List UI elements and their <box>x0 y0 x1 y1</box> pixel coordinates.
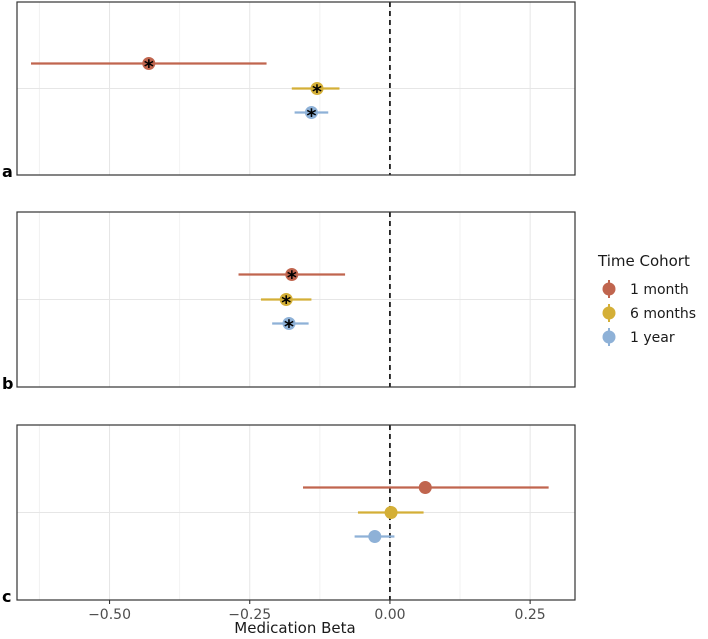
panel-c: c <box>2 424 576 606</box>
panel-border <box>16 424 576 601</box>
point-1-year <box>282 317 296 330</box>
panel-b: ***b <box>2 211 576 393</box>
panel-a: ***a <box>2 1 576 181</box>
significance-marker: * <box>312 81 322 103</box>
point-1-year <box>304 106 318 119</box>
point-1-year <box>368 530 382 543</box>
legend-item-1-month: 1 month <box>602 280 689 298</box>
panel-tag: b <box>2 374 13 393</box>
legend-item-1-year: 1 year <box>602 328 675 346</box>
legend-label: 6 months <box>630 306 696 322</box>
significance-marker: * <box>306 105 316 127</box>
panel-border <box>16 211 576 388</box>
significance-marker: * <box>281 292 291 314</box>
x-axis: −0.50 −0.25 0.00 0.25 <box>88 600 546 623</box>
x-tick-label: 0.25 <box>515 607 546 623</box>
panel-tag: c <box>2 587 11 606</box>
significance-marker: * <box>284 316 294 338</box>
point-1-month <box>285 268 299 281</box>
point-6-months <box>384 506 398 519</box>
legend-key-point <box>602 330 616 344</box>
legend: Time Cohort 1 month 6 months 1 year <box>597 252 696 346</box>
point-6-months <box>279 293 293 306</box>
legend-label: 1 month <box>630 282 689 298</box>
x-tick-label: 0.00 <box>374 607 405 623</box>
x-tick-label: −0.25 <box>228 607 271 623</box>
significance-marker: * <box>144 56 154 78</box>
point-1-month <box>142 57 156 70</box>
panel-border <box>16 1 576 176</box>
panel-tag: a <box>2 162 13 181</box>
point-6-months <box>310 82 324 95</box>
panels-group: ***a***bc <box>2 1 576 606</box>
point-1-month <box>418 481 432 494</box>
significance-marker: * <box>287 267 297 289</box>
legend-key-point <box>602 282 616 296</box>
legend-key-point <box>602 306 616 320</box>
legend-item-6-months: 6 months <box>602 304 696 322</box>
legend-title: Time Cohort <box>597 252 690 270</box>
x-tick-label: −0.50 <box>88 607 131 623</box>
x-axis-title: Medication Beta <box>234 619 355 637</box>
legend-label: 1 year <box>630 330 675 346</box>
